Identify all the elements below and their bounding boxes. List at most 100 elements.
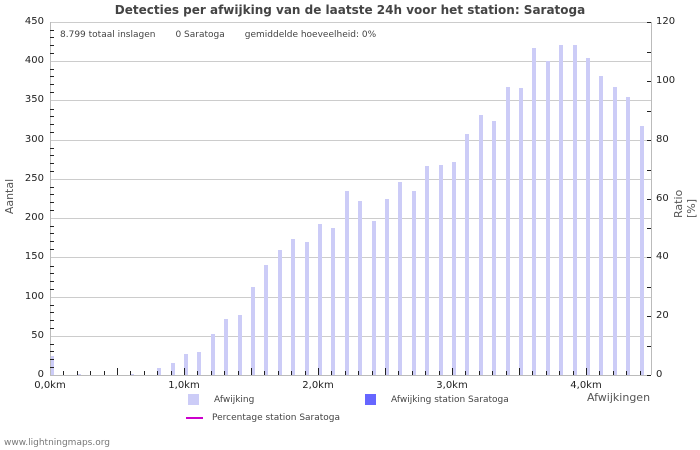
x-tick	[412, 371, 413, 375]
bar-afwijking	[251, 287, 255, 375]
bar-afwijking	[412, 191, 416, 375]
x-tick	[117, 368, 118, 375]
y-tick-label: 450	[24, 16, 44, 27]
legend-swatch-afwijking	[188, 394, 199, 405]
y-minor-tick	[50, 187, 54, 188]
y-tick-label: 350	[24, 94, 44, 105]
y2-minor-tick	[647, 228, 651, 229]
x-tick	[77, 371, 78, 375]
bar-afwijking	[291, 239, 295, 375]
y-minor-tick	[50, 305, 54, 306]
x-tick	[492, 371, 493, 375]
gridline	[50, 140, 651, 141]
x-axis	[50, 375, 651, 376]
y2-minor-tick	[647, 170, 651, 171]
y-axis-left	[50, 22, 51, 375]
y2-tick	[647, 199, 651, 200]
y-minor-tick	[50, 163, 54, 164]
y-axis-left-label: Aantal	[3, 178, 17, 215]
legend-label-afwijking-station: Afwijking station Saratoga	[391, 394, 509, 405]
x-tick	[238, 371, 239, 375]
x-tick	[519, 368, 520, 375]
y-minor-tick	[50, 273, 54, 274]
y-minor-tick	[50, 233, 54, 234]
y-tick-label: 0	[37, 369, 44, 380]
gridline	[50, 22, 651, 23]
x-tick	[345, 371, 346, 375]
x-tick	[640, 371, 641, 375]
x-tick-label: 4,0km	[570, 380, 602, 391]
y2-tick-label: 20	[656, 310, 669, 321]
x-tick	[130, 371, 131, 375]
y-minor-tick	[50, 30, 54, 31]
x-tick	[264, 371, 265, 375]
x-tick	[586, 368, 587, 375]
x-tick	[224, 371, 225, 375]
x-tick	[305, 371, 306, 375]
y2-minor-tick	[647, 287, 651, 288]
bar-afwijking	[305, 242, 309, 375]
legend-percentage-station: Percentage station Saratoga	[186, 413, 340, 423]
x-tick	[546, 371, 547, 375]
bar-afwijking	[385, 199, 389, 375]
y-minor-tick	[50, 367, 54, 368]
bar-afwijking	[331, 228, 335, 375]
y-minor-tick	[50, 84, 54, 85]
gridline	[50, 257, 651, 258]
gridline	[50, 179, 651, 180]
bar-afwijking	[358, 201, 362, 375]
x-tick	[372, 371, 373, 375]
bar-afwijking	[77, 374, 81, 375]
x-tick	[385, 368, 386, 375]
x-axis-label: Afwijkingen	[587, 391, 651, 404]
legend-label-percentage-station: Percentage station Saratoga	[212, 413, 341, 423]
x-tick-label: 0,0km	[34, 380, 66, 391]
bar-afwijking	[546, 61, 550, 375]
legend-swatch-afwijking-station	[365, 394, 376, 405]
x-tick	[439, 371, 440, 375]
bar-afwijking	[372, 221, 376, 375]
bar-afwijking	[398, 182, 402, 375]
x-tick	[532, 371, 533, 375]
stat-total: 8.799 totaal inslagen	[60, 30, 156, 40]
bar-afwijking	[278, 250, 282, 375]
x-tick	[506, 371, 507, 375]
bar-afwijking	[532, 48, 536, 375]
legend-afwijking: Afwijking	[188, 394, 254, 405]
y-minor-tick	[50, 266, 54, 267]
y-minor-tick	[50, 202, 54, 203]
stats-summary: 8.799 totaal inslagen 0 Saratoga gemiddeld…	[60, 30, 396, 40]
y-minor-tick	[50, 124, 54, 125]
bar-afwijking	[318, 224, 322, 375]
bar-afwijking	[197, 352, 201, 375]
bar-afwijking	[157, 368, 161, 375]
x-tick	[398, 371, 399, 375]
y-tick-label: 150	[24, 251, 44, 262]
x-tick	[211, 371, 212, 375]
y-tick-label: 200	[24, 212, 44, 223]
y-minor-tick	[50, 53, 54, 54]
y-tick-label: 100	[24, 291, 44, 302]
x-tick-label: 2,0km	[302, 380, 334, 391]
x-tick	[626, 371, 627, 375]
legend-afwijking-station: Afwijking station Saratoga	[365, 394, 509, 405]
bar-afwijking	[465, 134, 469, 375]
x-tick	[465, 371, 466, 375]
y-minor-tick	[50, 109, 54, 110]
y-tick-label: 300	[24, 134, 44, 145]
y2-minor-tick	[647, 52, 651, 53]
bar-afwijking	[425, 166, 429, 375]
bar-afwijking	[264, 265, 268, 375]
bar-afwijking	[224, 319, 228, 375]
chart-title: Detecties per afwijking van de laatste 2…	[114, 3, 586, 17]
y2-tick	[647, 81, 651, 82]
y-minor-tick	[50, 249, 54, 250]
y2-minor-tick	[647, 346, 651, 347]
y2-tick-label: 100	[656, 75, 676, 86]
y-minor-tick	[50, 359, 54, 360]
gridline	[50, 297, 651, 298]
x-tick	[157, 371, 158, 375]
plot-area	[50, 22, 652, 375]
y-minor-tick	[50, 45, 54, 46]
bar-afwijking	[506, 87, 510, 375]
